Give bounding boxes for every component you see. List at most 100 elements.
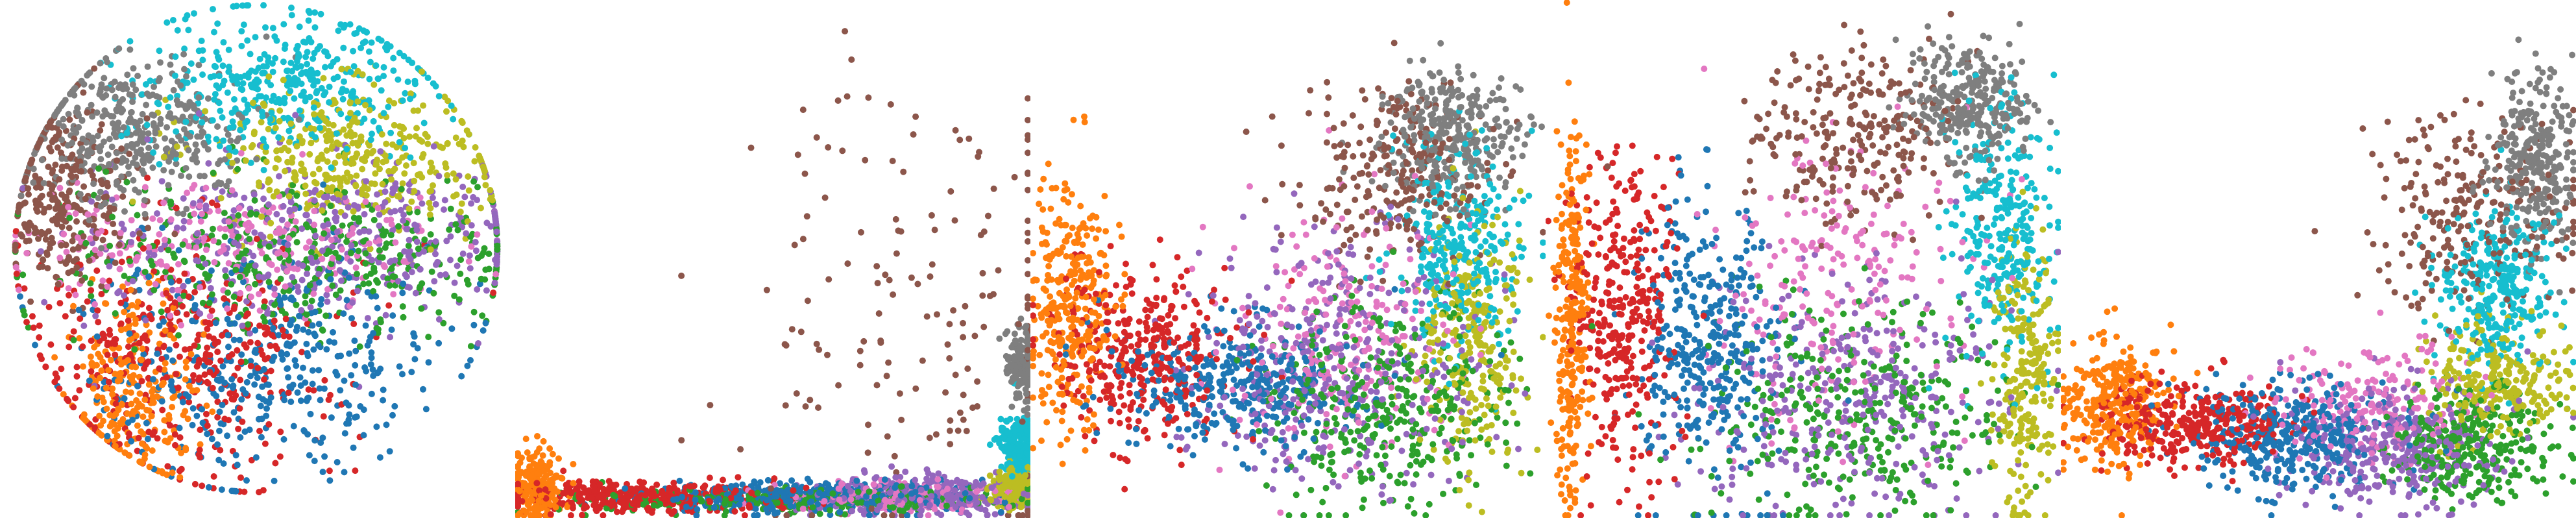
scatter-point-olive bbox=[430, 182, 436, 189]
scatter-point-red bbox=[125, 317, 132, 324]
scatter-point-brown bbox=[26, 237, 32, 244]
scatter-point-gray bbox=[157, 116, 164, 123]
scatter-point-orange bbox=[162, 360, 169, 367]
scatter-point-pink bbox=[193, 244, 200, 251]
scatter-point-cyan bbox=[143, 121, 151, 129]
scatter-point-brown bbox=[110, 205, 117, 212]
scatter-point-brown bbox=[21, 221, 28, 228]
scatter-point-green bbox=[374, 326, 382, 333]
scatter-point-brown bbox=[84, 109, 91, 116]
scatter-point-blue bbox=[236, 336, 243, 343]
scatter-point-green bbox=[428, 268, 435, 275]
scatter-point-green bbox=[230, 293, 237, 301]
scatter-point-red bbox=[73, 373, 80, 380]
scatter-point-blue bbox=[348, 315, 355, 322]
scatter-point-olive bbox=[424, 140, 431, 147]
scatter-point-cyan bbox=[432, 82, 439, 90]
scatter-point-purple bbox=[162, 241, 169, 248]
scatter-point-gray bbox=[129, 81, 136, 88]
scatter-point-olive bbox=[258, 119, 265, 126]
scatter-point-olive bbox=[371, 81, 378, 88]
scatter-point-brown bbox=[49, 138, 56, 145]
scatter-point-blue bbox=[414, 345, 421, 352]
scatter-point-blue bbox=[374, 304, 381, 312]
scatter-point-blue bbox=[290, 423, 297, 430]
scatter-point-pink bbox=[245, 227, 252, 234]
scatter-point-orange bbox=[88, 361, 95, 368]
scatter-point-red bbox=[203, 410, 210, 417]
scatter-point-brown bbox=[25, 185, 32, 192]
scatter-point-cyan bbox=[296, 107, 303, 114]
scatter-point-cyan bbox=[237, 127, 244, 134]
scatter-point-red bbox=[206, 352, 213, 358]
scatter-point-purple bbox=[392, 180, 399, 187]
scatter-point-cyan bbox=[212, 91, 219, 97]
scatter-point-cyan bbox=[337, 21, 344, 28]
scatter-point-pink bbox=[202, 184, 210, 191]
scatter-point-olive bbox=[359, 71, 366, 78]
scatter-point-cyan bbox=[358, 44, 365, 51]
scatter-point-purple bbox=[180, 225, 187, 232]
scatter-point-brown bbox=[825, 144, 832, 151]
scatter-point-gray bbox=[69, 140, 76, 147]
scatter-point-olive bbox=[276, 107, 284, 114]
scatter-point-pink bbox=[474, 231, 481, 238]
scatter-point-gray bbox=[132, 86, 140, 93]
scatter-point-red bbox=[47, 341, 55, 348]
scatter-point-red bbox=[228, 395, 236, 402]
scatter-point-olive bbox=[450, 170, 457, 177]
scatter-point-olive bbox=[368, 180, 375, 187]
scatter-point-red bbox=[206, 369, 213, 376]
scatter-point-cyan bbox=[156, 161, 163, 167]
scatter-point-gray bbox=[133, 149, 140, 156]
scatter-point-gray bbox=[180, 210, 187, 217]
scatter-point-olive bbox=[372, 170, 379, 177]
scatter-point-purple bbox=[264, 310, 271, 317]
scatter-point-olive bbox=[458, 200, 465, 207]
scatter-point-brown bbox=[55, 280, 62, 288]
scatter-point-blue bbox=[210, 390, 217, 397]
scatter-point-orange bbox=[160, 300, 167, 307]
scatter-point-green bbox=[165, 247, 172, 254]
scatter-point-blue bbox=[364, 342, 371, 349]
scatter-point-red bbox=[58, 365, 65, 373]
scatter-point-gray bbox=[55, 120, 62, 127]
scatter-point-pink bbox=[276, 225, 283, 232]
scatter-point-gray bbox=[58, 155, 66, 162]
scatter-point-gray bbox=[151, 123, 158, 130]
scatter-point-purple bbox=[861, 469, 868, 476]
scatter-point-green bbox=[131, 346, 138, 353]
scatter-point-gray bbox=[175, 117, 182, 124]
scatter-point-purple bbox=[128, 239, 135, 245]
scatter-point-purple bbox=[347, 258, 354, 265]
scatter-point-red bbox=[735, 474, 742, 481]
scatter-point-green bbox=[457, 256, 465, 264]
scatter-point-blue bbox=[158, 398, 165, 405]
scatter-point-gray bbox=[121, 208, 128, 215]
scatter-point-pink bbox=[74, 234, 81, 241]
scatter-point-cyan bbox=[262, 24, 269, 31]
scatter-point-cyan bbox=[190, 76, 197, 83]
scatter-point-green bbox=[245, 321, 251, 328]
scatter-point-gray bbox=[127, 46, 134, 53]
scatter-point-green bbox=[127, 258, 134, 265]
scatter-point-olive bbox=[389, 141, 396, 148]
scatter-point-blue bbox=[229, 384, 236, 391]
scatter-point-olive bbox=[419, 138, 426, 145]
scatter-point-blue bbox=[199, 406, 206, 413]
scatter-point-gray bbox=[88, 83, 95, 90]
scatter-point-olive bbox=[289, 154, 296, 162]
scatter-point-pink bbox=[185, 243, 192, 250]
scatter-point-green bbox=[289, 230, 297, 238]
scatter-point-red bbox=[269, 332, 276, 339]
scatter-point-pink bbox=[299, 151, 306, 158]
scatter-point-pink bbox=[324, 286, 331, 293]
scatter-point-olive bbox=[329, 143, 336, 150]
scatter-point-cyan bbox=[424, 75, 431, 81]
scatter-point-red bbox=[234, 347, 241, 354]
scatter-point-cyan bbox=[346, 21, 354, 28]
scatter-point-gray bbox=[253, 156, 260, 163]
scatter-point-blue bbox=[224, 432, 231, 439]
scatter-point-green bbox=[66, 214, 73, 221]
